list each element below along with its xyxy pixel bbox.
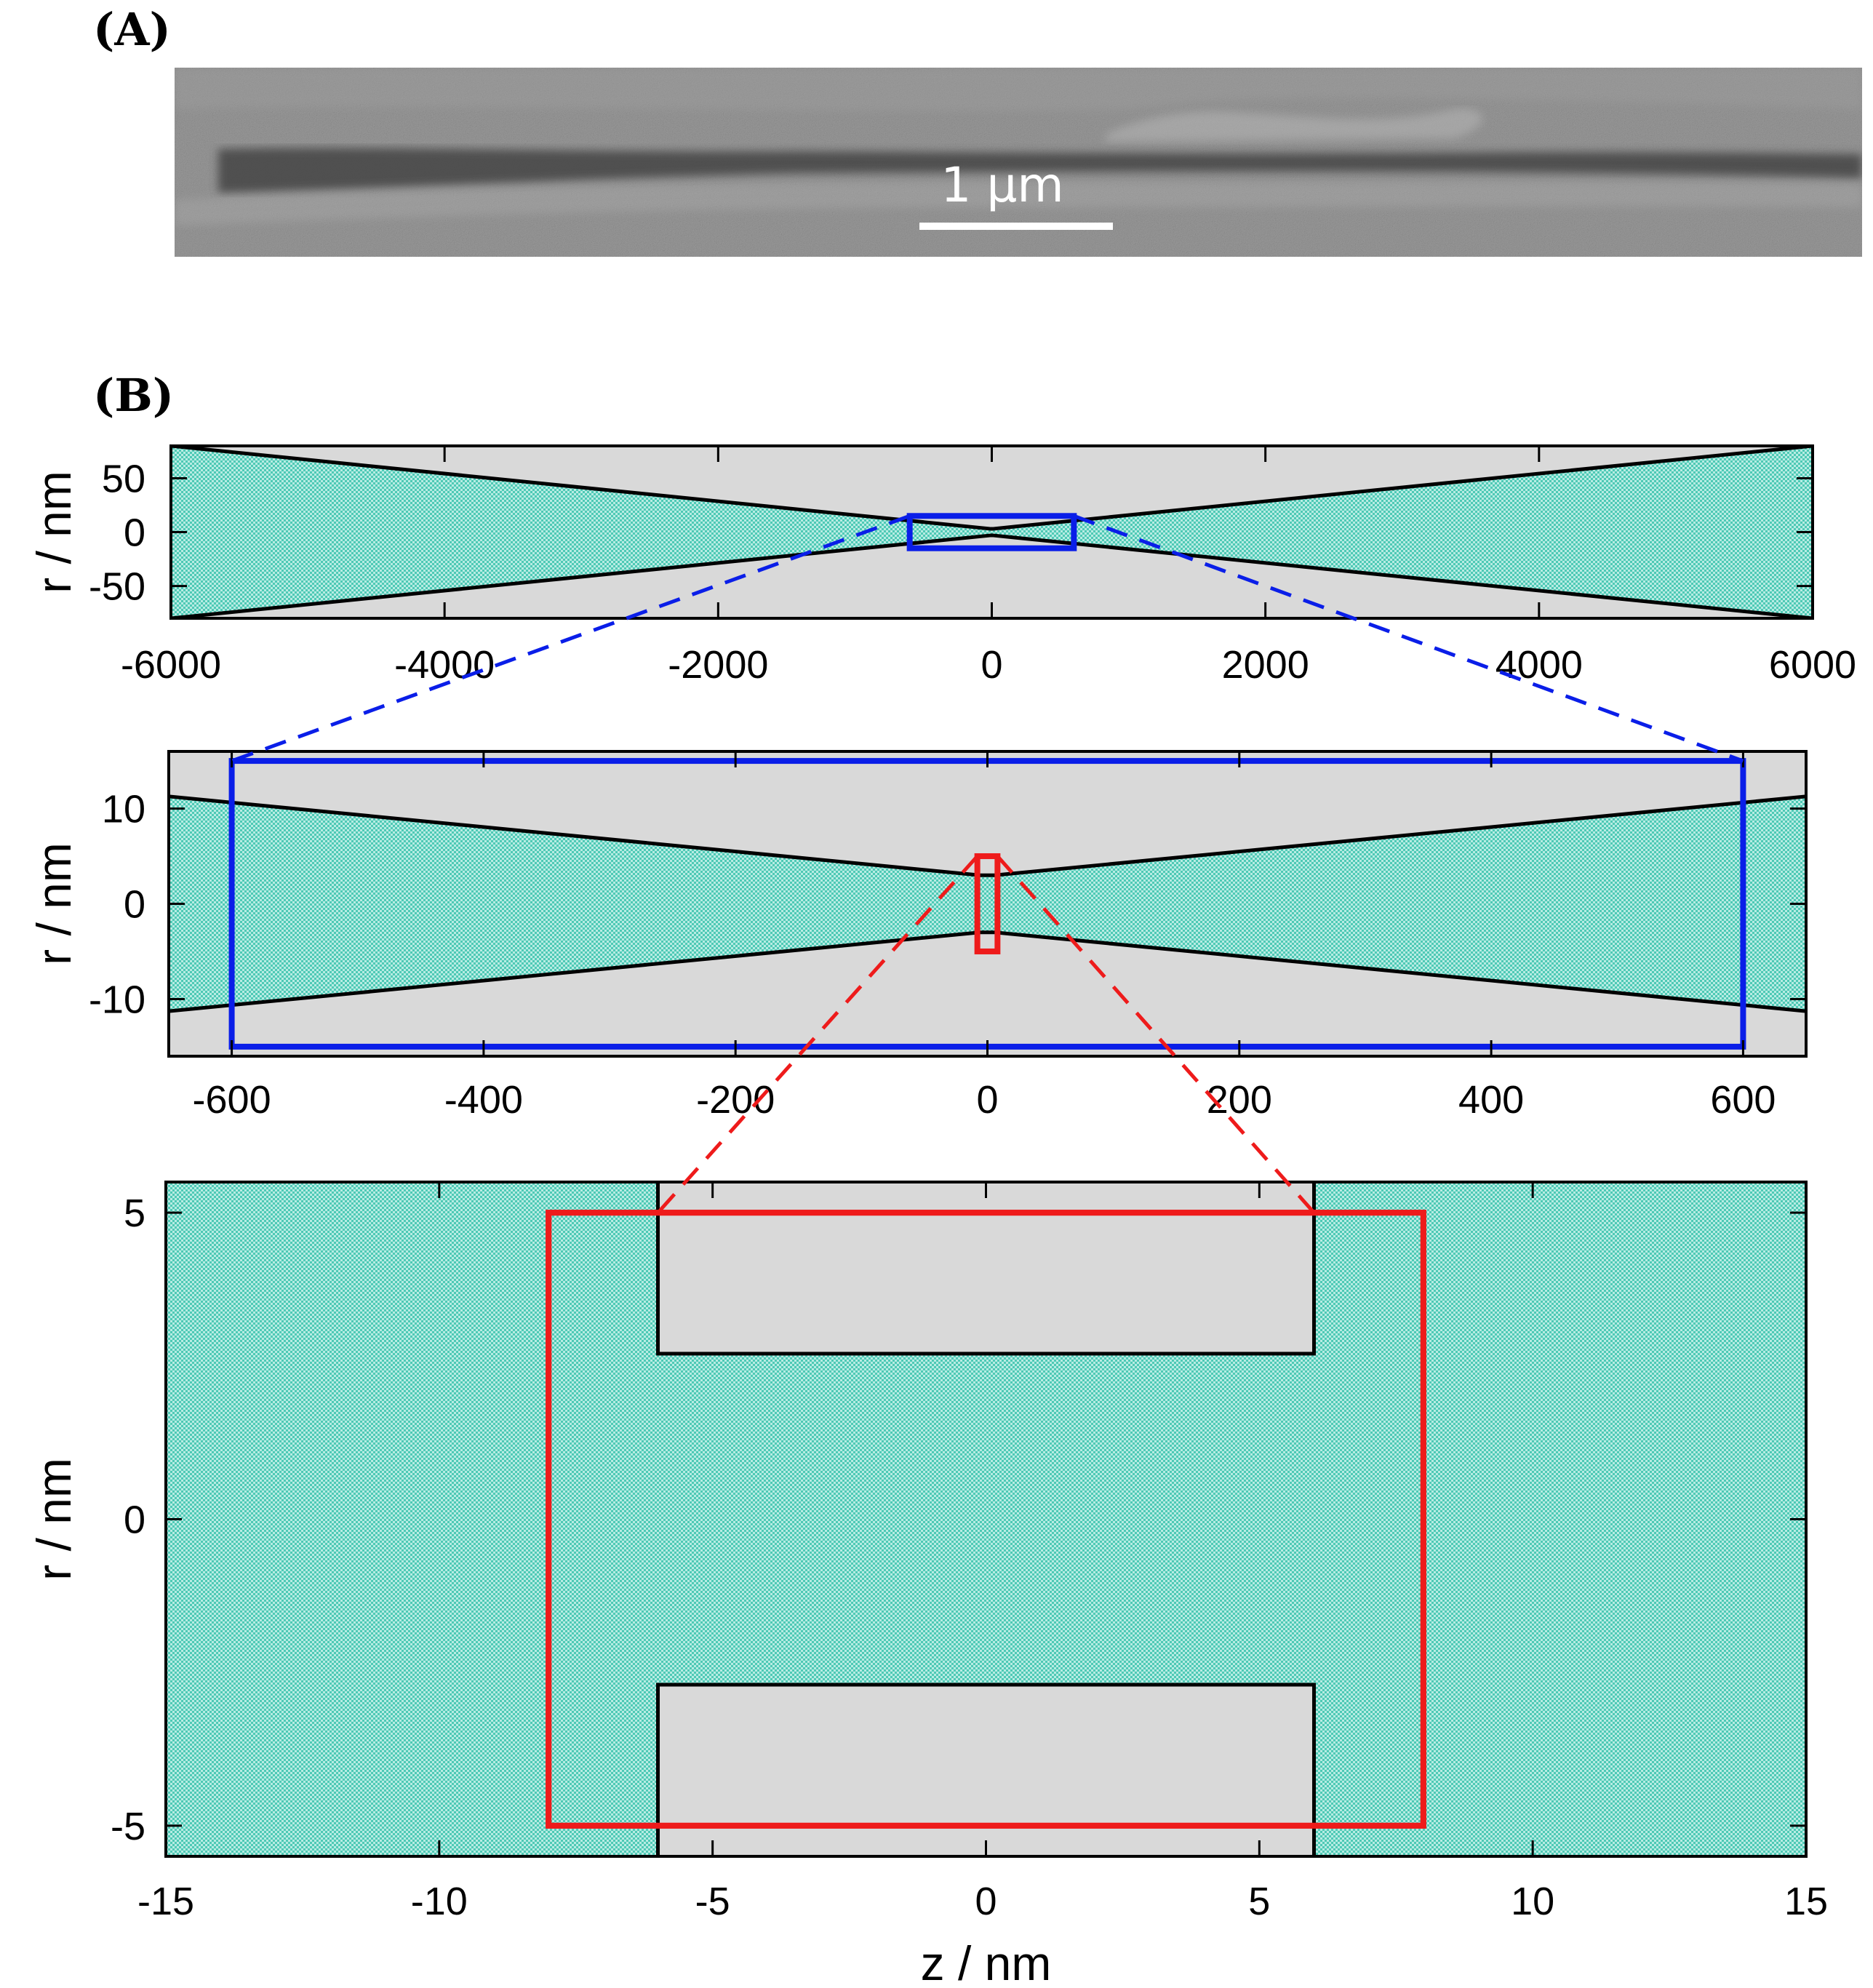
x-tick-label: 400 — [1458, 1078, 1524, 1122]
y-axis-title: r / nm — [27, 1458, 81, 1581]
y-axis-title: r / nm — [27, 471, 81, 594]
x-tick-label: 15 — [1784, 1880, 1828, 1923]
x-tick-label: 0 — [981, 643, 1002, 687]
x-axis-title: z / nm — [921, 1936, 1052, 1988]
zoom-connector-left — [656, 855, 979, 1214]
y-axis-title: r / nm — [27, 842, 81, 965]
y-tick-label: 0 — [124, 1498, 145, 1542]
scale-bar-label: 1 μm — [941, 157, 1063, 213]
y-tick-label: -10 — [89, 978, 145, 1021]
panel-a-label: (A) — [93, 3, 171, 56]
y-tick-label: 0 — [124, 883, 145, 927]
y-tick-label: 10 — [102, 788, 145, 831]
membrane-lower — [171, 533, 1813, 618]
plot-area-1 — [171, 446, 1813, 618]
plot-area-2 — [169, 751, 1806, 1056]
plot-1: -6000 -4000 -2000 0 2000 4000 6000 -50 0 50 r / nm — [27, 444, 1856, 687]
x-tick-label: -600 — [193, 1078, 271, 1122]
y-tick-label: -50 — [89, 565, 145, 609]
y-tick-label: 5 — [124, 1191, 145, 1235]
x-tick-label: -2000 — [668, 643, 768, 687]
x-tick-label: 600 — [1710, 1078, 1776, 1122]
zoom-box — [974, 853, 1001, 954]
plot-3: -15 -10 -5 0 5 10 15 -5 0 5 r / nm z / nm — [27, 1181, 1828, 1988]
x-tick-label: -5 — [695, 1880, 730, 1923]
y-tick-label: 0 — [124, 511, 145, 555]
panel-b-label: (B) — [93, 369, 174, 422]
plot-2: -600 -400 -200 0 200 400 600 -10 0 10 r / nm — [27, 750, 1808, 1122]
y-tick-label: 50 — [102, 457, 145, 500]
x-tick-label: -400 — [444, 1078, 523, 1122]
x-tick-label: 10 — [1511, 1880, 1554, 1923]
zoom-connectors — [231, 514, 1744, 1214]
zoom-connector-left — [231, 514, 911, 763]
x-tick-label: 5 — [1248, 1880, 1270, 1923]
membrane-upper — [656, 1182, 1316, 1356]
sem-micrograph: 1 μm — [175, 68, 1862, 257]
sem-upper-lighter-region — [175, 68, 1862, 111]
sem-flake — [1106, 108, 1482, 142]
x-tick-label: 2000 — [1222, 643, 1309, 687]
x-tick-label: 200 — [1207, 1078, 1272, 1122]
magnified-region-border — [546, 1210, 1426, 1829]
sem-nanopore-channel — [218, 148, 1862, 193]
zoom-connector-right — [1073, 514, 1744, 763]
x-tick-label: -6000 — [121, 643, 221, 687]
sem-lower-halo — [175, 182, 1862, 225]
y-tick-label: -5 — [111, 1805, 145, 1848]
zoom-connector-right — [996, 855, 1316, 1214]
x-tick-label: 0 — [976, 1078, 998, 1122]
x-tick-label: -200 — [696, 1078, 775, 1122]
x-tick-label: 4000 — [1495, 643, 1583, 687]
x-tick-label: -10 — [411, 1880, 468, 1923]
membrane-upper — [171, 446, 1813, 531]
zoom-box — [906, 513, 1077, 551]
x-tick-label: -15 — [137, 1880, 194, 1923]
x-tick-label: 0 — [975, 1880, 997, 1923]
x-tick-label: -4000 — [394, 643, 495, 687]
plot-area-3 — [166, 1182, 1806, 1856]
x-tick-label: 6000 — [1769, 643, 1856, 687]
